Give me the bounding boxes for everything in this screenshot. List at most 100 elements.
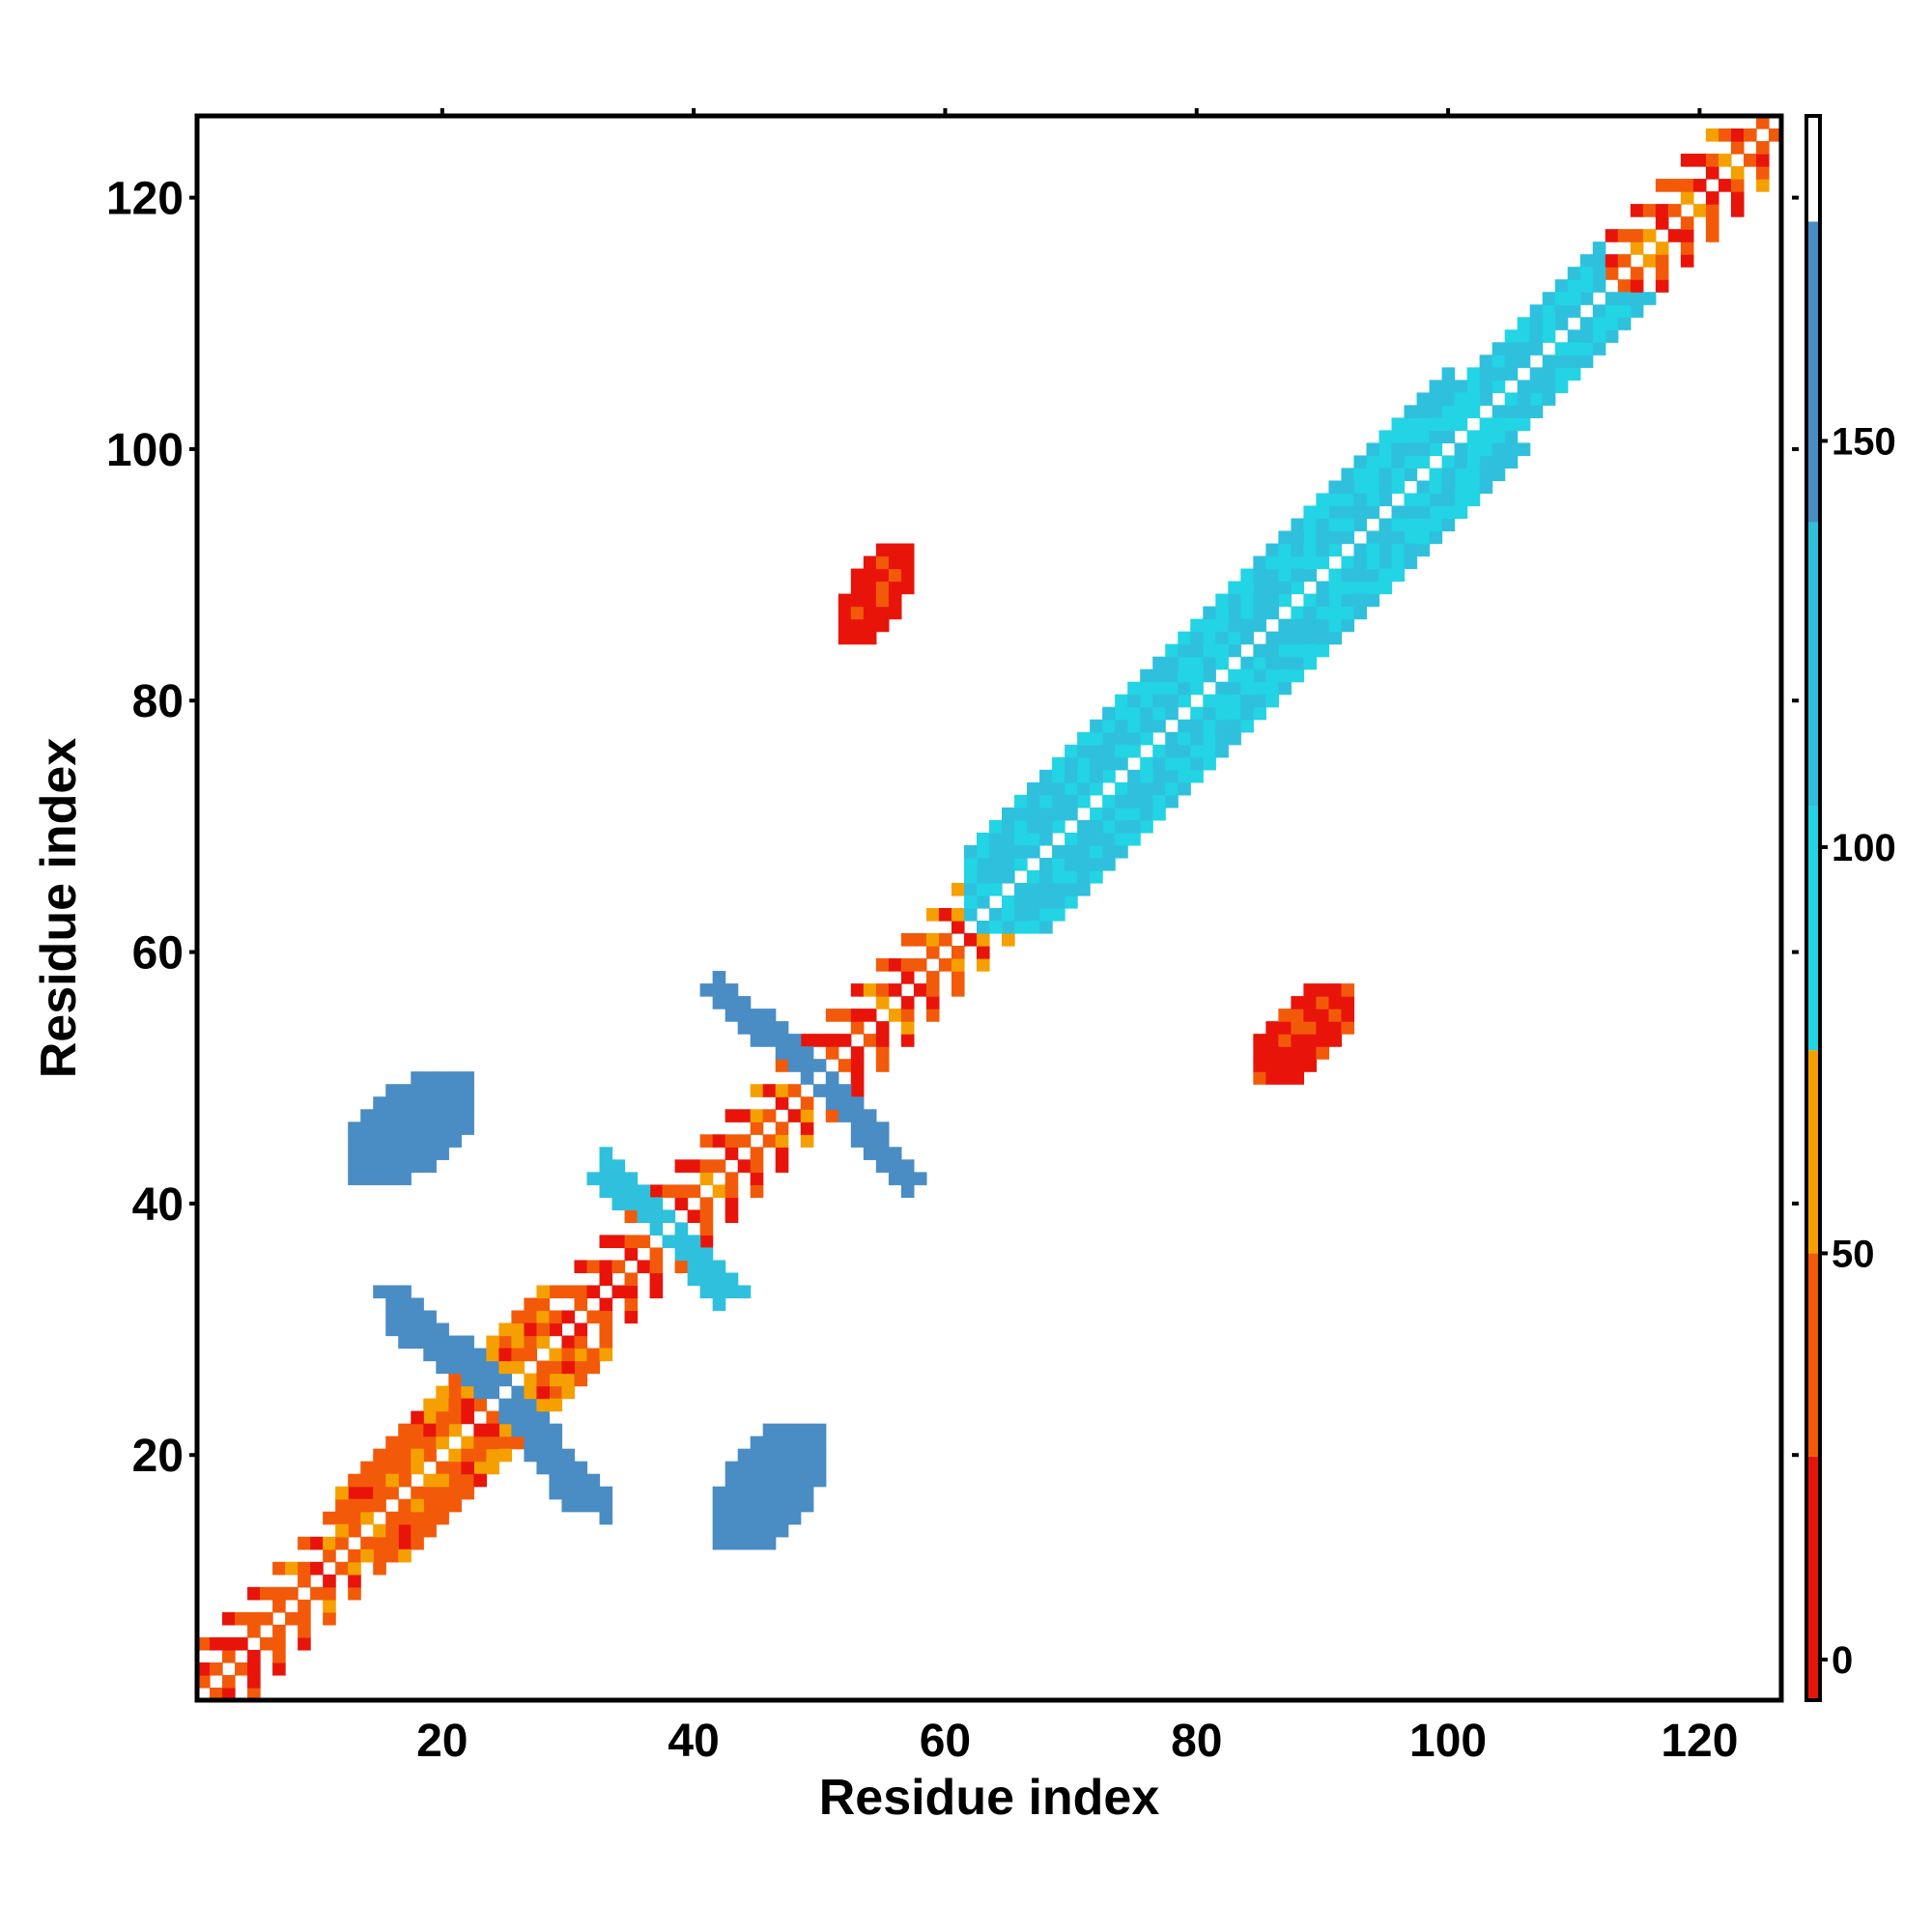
heatmap-cell [586,1285,601,1299]
y-tick-label: 40 [132,1179,184,1231]
heatmap-cell [762,1034,777,1047]
heatmap-cell [1454,493,1468,507]
heatmap-cell [1215,681,1229,696]
heatmap-cell [863,555,877,570]
heatmap-cell [1152,807,1166,821]
heatmap-cell [323,1511,336,1525]
heatmap-cell [825,1084,839,1097]
heatmap-cell [1090,844,1103,859]
heatmap-cell [473,1435,487,1450]
heatmap-cell [586,1172,601,1185]
heatmap-cell [775,1498,789,1513]
heatmap-cell [699,1197,714,1210]
heatmap-cell [561,1473,576,1488]
heatmap-cell [1265,606,1279,620]
heatmap-cell [1316,593,1330,608]
heatmap-cell [1391,480,1406,495]
heatmap-cell [1466,480,1481,495]
heatmap-cell [1730,179,1745,192]
heatmap-cell [762,1461,777,1475]
heatmap-cell [298,1561,311,1576]
heatmap-cell [1077,769,1091,783]
heatmap-cell [1140,719,1153,733]
heatmap-cell [1605,254,1619,268]
heatmap-cell [1705,128,1719,142]
y-axis-title: Residue index [31,738,87,1079]
heatmap-cell [737,1473,752,1488]
heatmap-cell [1002,933,1015,947]
heatmap-cell [448,1461,462,1475]
heatmap-cell [1366,468,1380,482]
heatmap-cell [787,1486,802,1500]
heatmap-cell [373,1285,386,1299]
heatmap-cell [762,1084,777,1097]
heatmap-cell [1316,1021,1330,1035]
heatmap-cell [1052,794,1065,809]
heatmap-cell [473,1348,487,1362]
heatmap-cell [1617,254,1632,268]
heatmap-cell [448,1096,462,1110]
heatmap-cell [1190,631,1204,645]
heatmap-cell [1429,442,1443,457]
heatmap-cell [838,1059,852,1072]
heatmap-cell [737,996,752,1009]
heatmap-cell [574,1461,588,1475]
heatmap-cell [1140,668,1153,683]
heatmap-cell [838,606,852,620]
heatmap-cell [624,1209,639,1223]
heatmap-cell [373,1448,386,1463]
heatmap-cell [989,844,1003,859]
heatmap-cell [411,1335,424,1350]
heatmap-cell [599,1498,613,1513]
heatmap-cell [1705,229,1719,242]
heatmap-cell [411,1159,424,1173]
heatmap-cell [561,1498,576,1513]
heatmap-cell [1052,857,1065,871]
heatmap-cell [1027,882,1040,896]
heatmap-cell [1378,480,1393,495]
heatmap-cell [549,1310,563,1324]
heatmap-cell [1680,254,1694,268]
heatmap-cell [900,555,915,570]
heatmap-cell [1366,442,1380,457]
heatmap-cell [1441,367,1456,381]
heatmap-cell [750,1147,764,1160]
heatmap-cell [398,1498,412,1513]
colorbar-segment [1806,806,1820,1051]
heatmap-cell [247,1674,261,1689]
heatmap-cell [1102,719,1116,733]
heatmap-cell [750,1009,764,1022]
heatmap-cell [285,1561,298,1576]
heatmap-cell [574,1473,588,1488]
heatmap-cell [1416,455,1431,469]
heatmap-cell [586,1348,601,1362]
heatmap-cell [1642,204,1657,217]
heatmap-cell [298,1611,311,1626]
heatmap-cell [800,1059,814,1072]
heatmap-cell [1341,568,1355,582]
heatmap-cell [486,1435,499,1450]
heatmap-cell [549,1448,563,1463]
heatmap-cell [1567,292,1581,305]
heatmap-cell [1291,618,1304,633]
heatmap-cell [385,1435,399,1450]
heatmap-cell [1441,505,1456,520]
heatmap-cell [976,946,990,959]
heatmap-cell [524,1398,538,1412]
heatmap-cell [624,1235,639,1249]
heatmap-cell [310,1586,324,1601]
heatmap-cell [473,1373,487,1387]
heatmap-cell [1027,895,1040,909]
heatmap-cell [411,1448,424,1463]
heatmap-cell [511,1398,526,1412]
heatmap-cell [1466,442,1481,457]
heatmap-cell [1115,819,1128,834]
heatmap-cell [1542,292,1556,305]
heatmap-cell [800,1096,814,1110]
heatmap-cell [1667,229,1682,242]
heatmap-cell [411,1486,424,1500]
heatmap-cell [385,1486,399,1500]
heatmap-cell [536,1322,551,1337]
heatmap-cell [436,1122,449,1135]
heatmap-cell [624,1297,639,1312]
